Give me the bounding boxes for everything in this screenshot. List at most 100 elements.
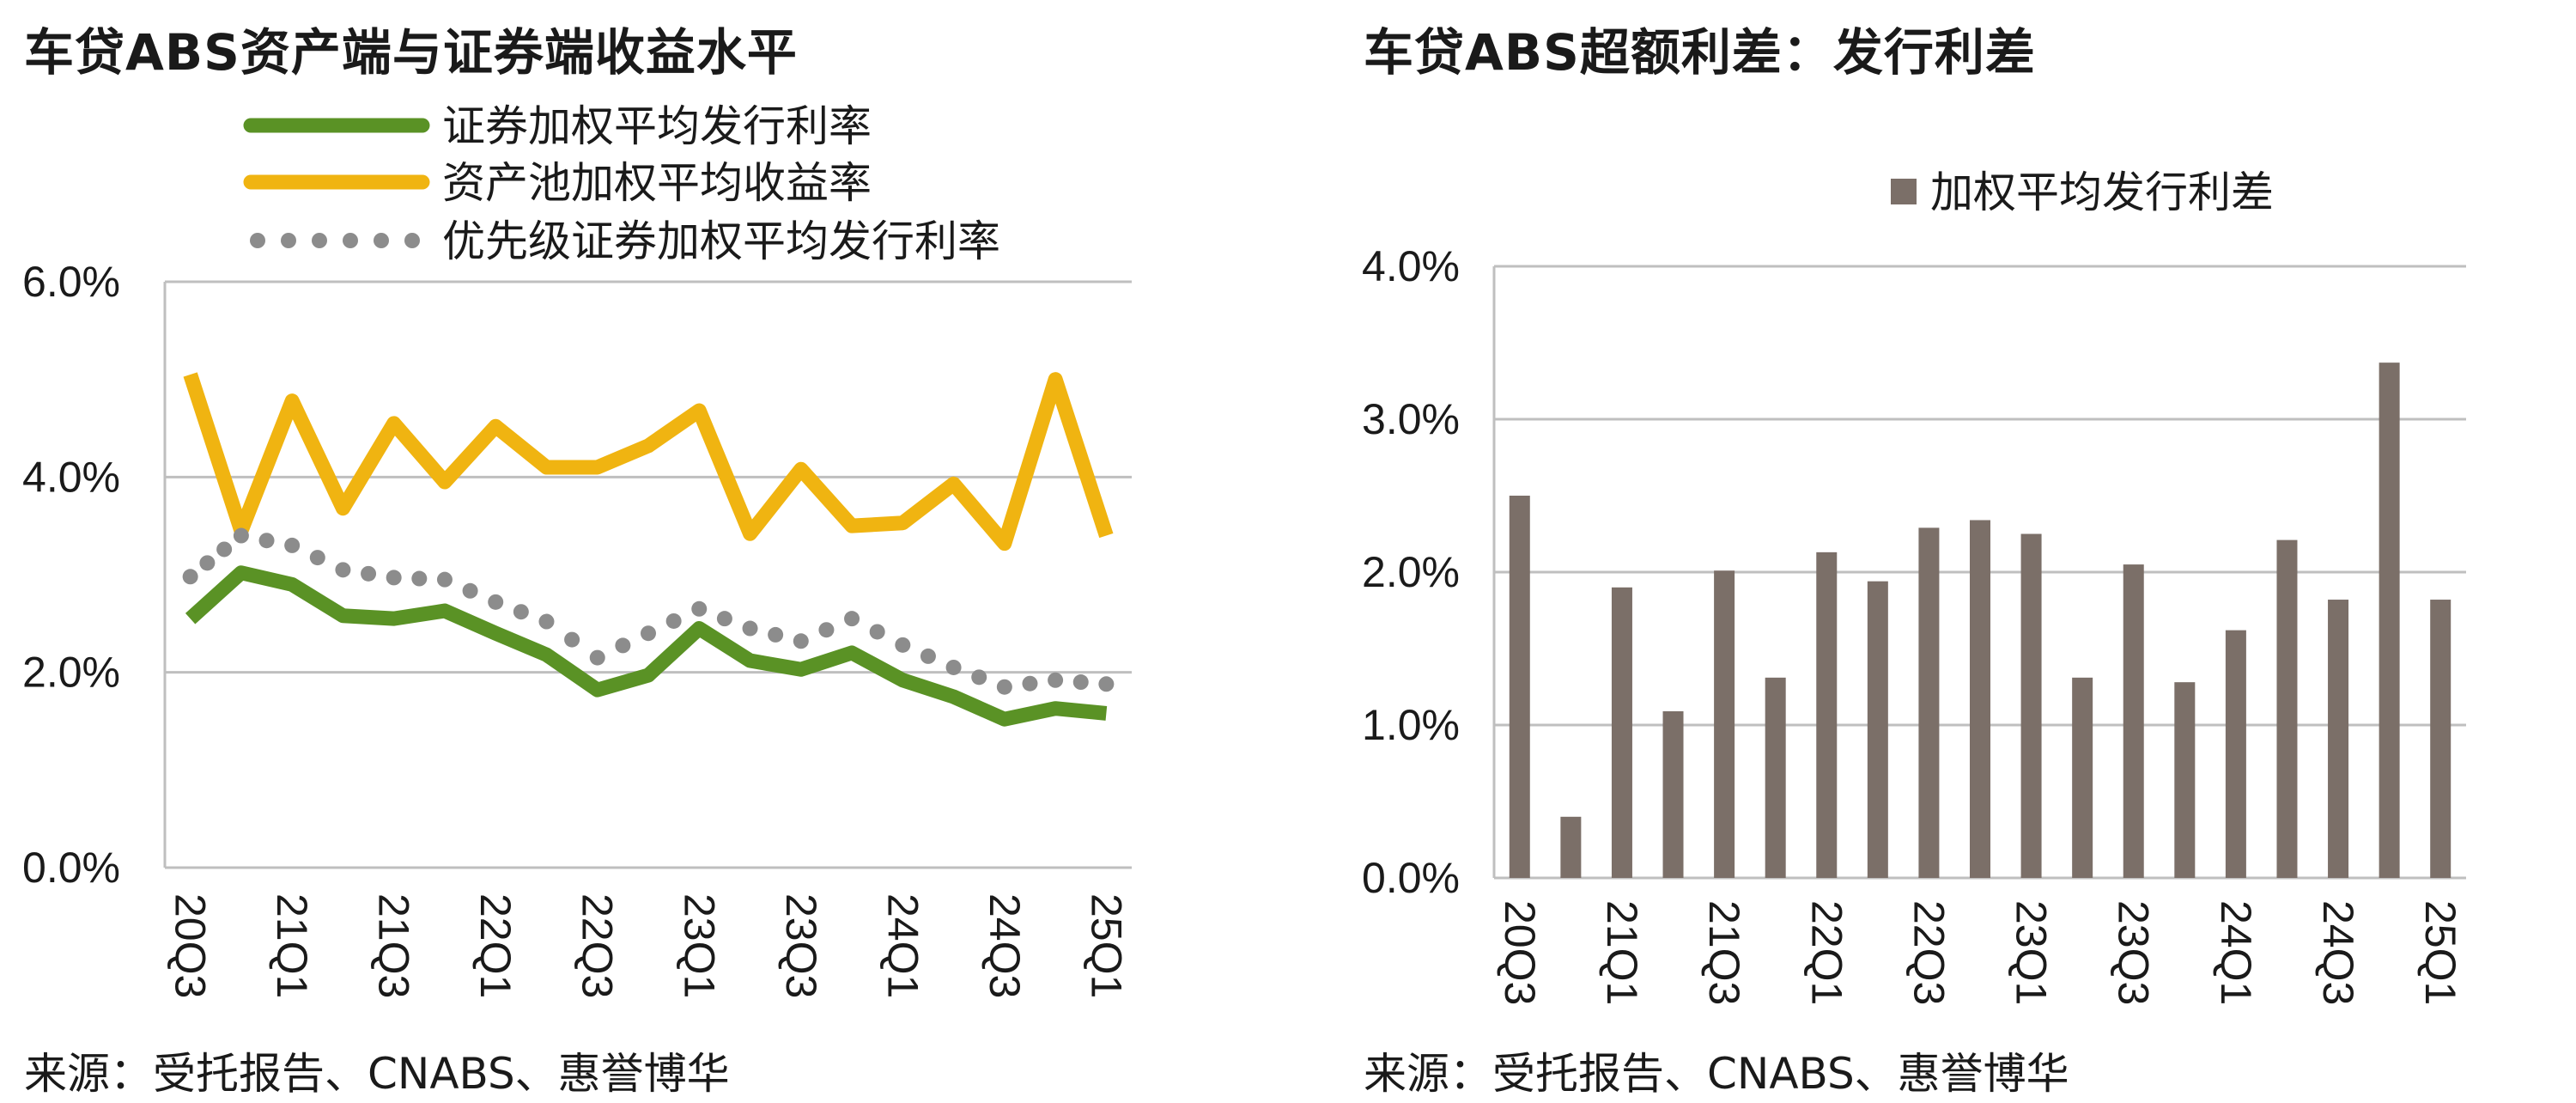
y-tick-label: 0.0% <box>22 844 120 892</box>
legend-swatch-dotted <box>250 233 265 248</box>
bar-chart: 0.0% 1.0% 2.0% 3.0% 4.0% 20Q3 21Q1 21Q3 22Q1 22Q3… <box>1340 0 2576 1103</box>
legend-swatch-dotted <box>312 233 327 248</box>
series-dot-senior-rate <box>361 566 376 582</box>
bar-25Q1 <box>2430 600 2451 878</box>
series-dot-senior-rate <box>310 550 325 565</box>
bar-23Q3 <box>2123 564 2144 878</box>
series-dot-senior-rate <box>666 613 682 629</box>
bar-20Q3 <box>1510 496 1530 878</box>
series-point-senior-rate <box>844 611 860 626</box>
legend-swatch-dotted <box>281 233 296 248</box>
series-point-senior-rate <box>895 637 910 653</box>
y-tick-label: 1.0% <box>1362 701 1460 749</box>
legend-swatch-dotted <box>343 233 358 248</box>
x-tick-label: 20Q3 <box>1496 900 1544 1005</box>
bar-21Q4 <box>1765 678 1786 878</box>
right-source-note: 来源：受托报告、CNABS、惠誉博华 <box>1364 1039 2069 1101</box>
series-dot-senior-rate <box>615 637 630 653</box>
x-tick-label: 22Q1 <box>1802 900 1850 1005</box>
x-tick-label: 23Q1 <box>2008 900 2056 1005</box>
bar-22Q4 <box>1970 520 1990 878</box>
series-point-senior-rate <box>183 569 198 584</box>
bar-24Q2 <box>2276 540 2297 878</box>
series-point-senior-rate <box>997 679 1012 695</box>
series-point-senior-rate <box>793 633 809 649</box>
series-point-senior-rate <box>1098 676 1114 692</box>
series-dot-senior-rate <box>768 627 783 643</box>
y-tick-label: 4.0% <box>1362 242 1460 290</box>
bar-24Q1 <box>2226 631 2246 878</box>
series-dot-senior-rate <box>513 604 529 619</box>
bar-22Q3 <box>1918 527 1939 878</box>
series-dot-senior-rate <box>971 669 987 685</box>
right-chart-panel: 车贷ABS超额利差：发行利差 0.0% 1.0% 2.0% 3.0% 4.0% 20Q3 2… <box>1340 0 2576 1103</box>
series-dot-senior-rate <box>1073 674 1089 690</box>
bar-23Q1 <box>2021 534 2042 879</box>
x-tick-label: 21Q3 <box>370 893 418 998</box>
bar-20Q4 <box>1560 817 1581 878</box>
series-point-senior-rate <box>641 625 656 641</box>
series-dot-senior-rate <box>199 555 215 570</box>
bar-22Q2 <box>1868 582 1888 878</box>
bar-21Q2 <box>1663 711 1684 878</box>
legend-label: 优先级证券加权平均发行利率 <box>442 216 1000 266</box>
series-dot-senior-rate <box>564 632 580 648</box>
x-tick-label: 24Q1 <box>878 893 927 998</box>
bar-21Q1 <box>1612 588 1632 878</box>
series-dot-senior-rate <box>717 611 732 626</box>
series-point-senior-rate <box>284 538 300 553</box>
x-tick-label: 22Q1 <box>471 893 519 998</box>
series-point-senior-rate <box>1048 673 1063 688</box>
x-tick-label: 24Q3 <box>2314 900 2362 1005</box>
x-tick-label: 25Q1 <box>1082 893 1130 998</box>
series-point-senior-rate <box>488 594 503 610</box>
series-point-senior-rate <box>743 621 758 637</box>
series-point-senior-rate <box>234 528 249 544</box>
x-tick-label: 21Q1 <box>1598 900 1646 1005</box>
series-dot-senior-rate <box>1022 676 1037 692</box>
x-tick-label: 22Q3 <box>574 893 622 998</box>
bar-24Q4 <box>2379 363 2400 878</box>
x-tick-label: 20Q3 <box>167 893 215 998</box>
legend-swatch-dotted <box>404 233 420 248</box>
series-dot-senior-rate <box>411 571 427 587</box>
series-point-senior-rate <box>437 572 453 588</box>
y-tick-label: 2.0% <box>1362 548 1460 596</box>
legend-label: 证券加权平均发行利率 <box>442 101 872 151</box>
bar-23Q4 <box>2174 682 2195 878</box>
bar-22Q1 <box>1816 552 1837 878</box>
legend-swatch-dotted <box>374 233 389 248</box>
y-tick-label: 6.0% <box>22 258 120 306</box>
x-tick-label: 24Q1 <box>2212 900 2260 1005</box>
series-dot-senior-rate <box>259 533 275 548</box>
series-dot-senior-rate <box>870 624 885 639</box>
series-point-senior-rate <box>335 562 350 577</box>
series-point-senior-rate <box>691 601 707 617</box>
bar-21Q3 <box>1714 570 1735 878</box>
left-chart-panel: 车贷ABS资产端与证券端收益水平 0.0% 2.0% 4.0% 6.0% 20Q3 21Q… <box>0 0 1288 1103</box>
x-tick-label: 21Q3 <box>1700 900 1748 1005</box>
x-tick-label: 25Q1 <box>2416 900 2464 1005</box>
line-chart: 0.0% 2.0% 4.0% 6.0% 20Q3 21Q1 21Q3 22Q1 22Q3 23Q1… <box>0 0 1288 1103</box>
series-point-senior-rate <box>538 614 554 630</box>
legend-swatch <box>1891 179 1917 204</box>
legend-label: 加权平均发行利差 <box>1930 168 2274 217</box>
y-tick-label: 4.0% <box>22 453 120 501</box>
left-source-note: 来源：受托报告、CNABS、惠誉博华 <box>24 1039 730 1101</box>
bar-24Q3 <box>2328 600 2348 878</box>
x-tick-label: 21Q1 <box>268 893 316 998</box>
series-point-senior-rate <box>386 570 402 585</box>
series-dot-senior-rate <box>463 583 478 599</box>
series-point-senior-rate <box>946 660 962 675</box>
x-tick-label: 23Q3 <box>777 893 825 998</box>
y-tick-label: 0.0% <box>1362 854 1460 902</box>
y-tick-label: 2.0% <box>22 649 120 697</box>
x-tick-label: 23Q1 <box>675 893 723 998</box>
y-tick-label: 3.0% <box>1362 395 1460 443</box>
series-dot-senior-rate <box>818 622 834 637</box>
series-dot-senior-rate <box>216 541 232 557</box>
legend-label: 资产池加权平均收益率 <box>442 158 872 208</box>
series-line-asset-yield <box>191 375 1107 544</box>
x-tick-label: 23Q3 <box>2110 900 2158 1005</box>
series-point-senior-rate <box>590 650 605 666</box>
